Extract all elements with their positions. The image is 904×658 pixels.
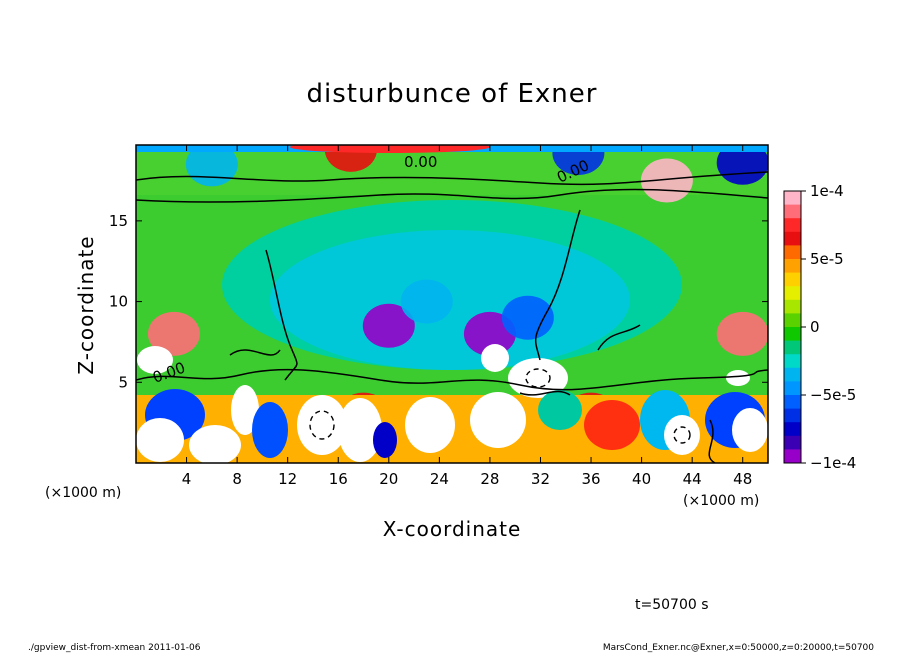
x-tick-label: 48	[733, 470, 752, 488]
colorbar-swatch	[784, 204, 801, 219]
y-tick-label: 15	[109, 212, 128, 230]
y-tick-label: 5	[118, 373, 128, 391]
colorbar-label: 0	[810, 318, 820, 336]
x-tick-label: 32	[531, 470, 550, 488]
chart-title: disturbunce of Exner	[307, 79, 598, 109]
colorbar-swatch	[784, 395, 801, 409]
y-axis-title: Z-coordinate	[74, 235, 98, 374]
contour-dashed	[309, 368, 691, 444]
field-feature	[552, 145, 605, 176]
field-feature	[501, 295, 554, 340]
colorbar-label: 5e-5	[810, 250, 844, 268]
x-tick-label: 36	[581, 470, 600, 488]
x-tick-label: 8	[232, 470, 242, 488]
colorbar-swatch	[784, 367, 801, 382]
colorbar-swatch	[784, 381, 801, 396]
x-unit-right: (×1000 m)	[683, 493, 759, 509]
x-tick-label: 20	[379, 470, 398, 488]
x-tick-label: 12	[278, 470, 297, 488]
contour-label: 0.00	[404, 153, 437, 171]
contour-lines	[136, 171, 768, 463]
x-tick-label: 16	[329, 470, 348, 488]
colorbar-swatch	[784, 449, 801, 464]
colorbar-swatch	[784, 231, 801, 246]
x-tick-label: 28	[480, 470, 499, 488]
x-axis-title: X-coordinate	[383, 517, 522, 541]
field-feature	[400, 279, 453, 324]
colorbar-swatch	[784, 340, 801, 355]
colorbar-label: 1e-4	[810, 182, 844, 200]
x-tick-label: 4	[182, 470, 192, 488]
y-tick-label: 10	[109, 293, 128, 311]
colorbar-swatch	[784, 286, 801, 301]
colorbar-swatch	[784, 422, 801, 437]
colorbar	[784, 191, 801, 464]
colorbar-swatch	[784, 272, 801, 287]
colorbar-swatch	[784, 299, 801, 314]
colorbar-swatch	[784, 259, 801, 273]
time-label: t=50700 s	[635, 597, 709, 613]
plot-frame	[135, 144, 769, 464]
colorbar-label: −5e-5	[810, 386, 856, 404]
colorbar-labels: 1e-4 5e-5 0 −5e-5 −1e-4	[801, 182, 856, 472]
y-ticks: 5 10 15	[109, 212, 768, 391]
field-feature	[716, 311, 768, 356]
x-tick-label: 40	[632, 470, 651, 488]
colorbar-swatch	[784, 354, 801, 369]
footer-left: ./gpview_dist-from-xmean 2011-01-06	[28, 643, 201, 653]
colorbar-swatch	[784, 435, 801, 450]
field-feature	[362, 303, 415, 348]
colorbar-swatch	[784, 191, 801, 205]
footer-right: MarsCond_Exner.nc@Exner,x=0:50000,z=0:20…	[603, 643, 874, 653]
x-tick-label: 44	[683, 470, 702, 488]
field-top-red	[290, 145, 490, 153]
colorbar-swatch	[784, 327, 801, 341]
colorbar-swatch	[784, 245, 801, 260]
colorbar-swatch	[784, 313, 801, 328]
colorbar-swatch	[784, 408, 801, 423]
plot-field	[136, 145, 768, 463]
colorbar-swatch	[784, 218, 801, 233]
x-tick-label: 24	[430, 470, 449, 488]
x-ticks: 4 8 12 16 20 24 28 32 36 40 44 48	[182, 145, 752, 488]
lower-turbulent-cells	[136, 344, 768, 463]
field-feature	[147, 311, 200, 356]
x-unit-left: (×1000 m)	[45, 485, 121, 501]
colorbar-label: −1e-4	[810, 454, 856, 472]
